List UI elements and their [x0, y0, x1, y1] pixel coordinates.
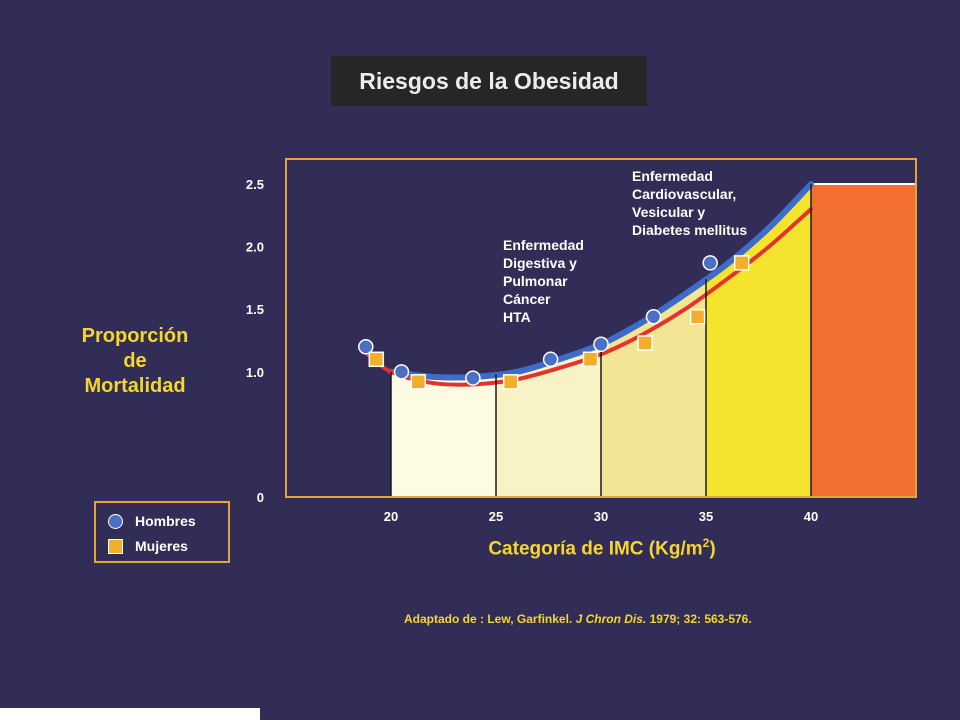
- y-tick-label: 2.5: [246, 177, 264, 192]
- data-point-mujeres: [582, 351, 599, 368]
- data-point-hombres: [542, 351, 559, 368]
- lower-trend-curve: [359, 207, 813, 387]
- data-point-mujeres: [368, 351, 385, 368]
- x-tick-label: 25: [489, 509, 503, 524]
- y-tick-label: 0: [257, 490, 264, 505]
- annotation-line: Enfermedad: [503, 237, 584, 253]
- data-markers: [358, 255, 750, 390]
- y-tick-label: 1.5: [246, 302, 264, 317]
- y-axis-label-line-1: Proporción: [81, 325, 189, 347]
- legend-label: Hombres: [135, 513, 196, 529]
- band-dividers: [390, 184, 812, 497]
- source-journal: J Chron Dis.: [575, 612, 647, 626]
- chart-title: Riesgos de la Obesidad: [359, 67, 619, 94]
- x-axis-ticks: 20 25 30 35 40: [384, 509, 818, 524]
- source-citation: Adaptado de : Lew, Garfinkel. J Chron Di…: [404, 612, 884, 626]
- annotation-line: Cardiovascular,: [632, 186, 737, 202]
- plot-frame: [285, 158, 917, 498]
- annotation-line: Vesicular y: [632, 204, 706, 220]
- square-marker-icon: [108, 538, 123, 554]
- bmi-band: [391, 371, 496, 497]
- y-tick-label: 2.0: [246, 240, 264, 255]
- x-tick-label: 35: [699, 509, 713, 524]
- source-suffix: 1979; 32: 563-576.: [646, 612, 752, 626]
- data-point-hombres: [393, 364, 410, 380]
- annotation-line: Digestiva y: [503, 255, 577, 271]
- y-axis-label: Proporción de Mortalidad: [62, 324, 208, 399]
- x-tick-label: 20: [384, 509, 398, 524]
- x-axis-label-close: ): [709, 538, 716, 560]
- y-tick-label: 1.0: [246, 365, 264, 380]
- x-tick-label: 40: [804, 509, 818, 524]
- annotation-line: Diabetes mellitus: [632, 222, 748, 238]
- legend-label: Mujeres: [135, 538, 188, 554]
- y-axis-ticks: 0 1.0 1.5 2.0 2.5: [246, 177, 264, 505]
- data-point-hombres: [358, 339, 374, 355]
- x-axis-label: Categoría de IMC (Kg/m2): [432, 536, 772, 560]
- data-point-hombres: [593, 336, 609, 353]
- legend-item-mujeres: Mujeres: [108, 538, 188, 554]
- annotation-line: Cáncer: [503, 291, 551, 307]
- chart-title-box: Riesgos de la Obesidad: [331, 56, 647, 106]
- annotation-cardiovascular: Enfermedad Cardiovascular, Vesicular y D…: [632, 167, 747, 239]
- data-point-mujeres: [689, 308, 706, 325]
- data-point-mujeres: [637, 335, 653, 351]
- circle-marker-icon: [108, 513, 123, 529]
- data-point-hombres: [702, 255, 718, 271]
- x-tick-label: 30: [594, 509, 608, 524]
- x-axis-label-main: Categoría de IMC (Kg/m: [488, 538, 703, 560]
- annotation-digestive: Enfermedad Digestiva y Pulmonar Cáncer H…: [503, 236, 584, 326]
- source-prefix: Adaptado de : Lew, Garfinkel.: [404, 612, 576, 626]
- data-point-hombres: [645, 308, 662, 325]
- chart-legend: Hombres Mujeres: [94, 501, 230, 563]
- annotation-line: Pulmonar: [503, 273, 568, 289]
- data-point-mujeres: [502, 374, 519, 390]
- data-point-mujeres: [733, 255, 750, 271]
- obesity-block: [811, 183, 916, 497]
- annotation-line: Enfermedad: [632, 168, 713, 184]
- data-point-hombres: [465, 370, 481, 386]
- legend-item-hombres: Hombres: [108, 513, 196, 529]
- annotation-line: HTA: [503, 309, 531, 325]
- bmi-band: [496, 344, 601, 497]
- x-axis-label-superscript: 2: [702, 536, 710, 550]
- slide-corner-decoration: [0, 708, 260, 720]
- y-axis-label-line-2: de: [123, 350, 147, 372]
- y-axis-label-line-3: Mortalidad: [84, 375, 186, 397]
- obesity-bar: [811, 184, 916, 497]
- data-point-mujeres: [410, 374, 427, 390]
